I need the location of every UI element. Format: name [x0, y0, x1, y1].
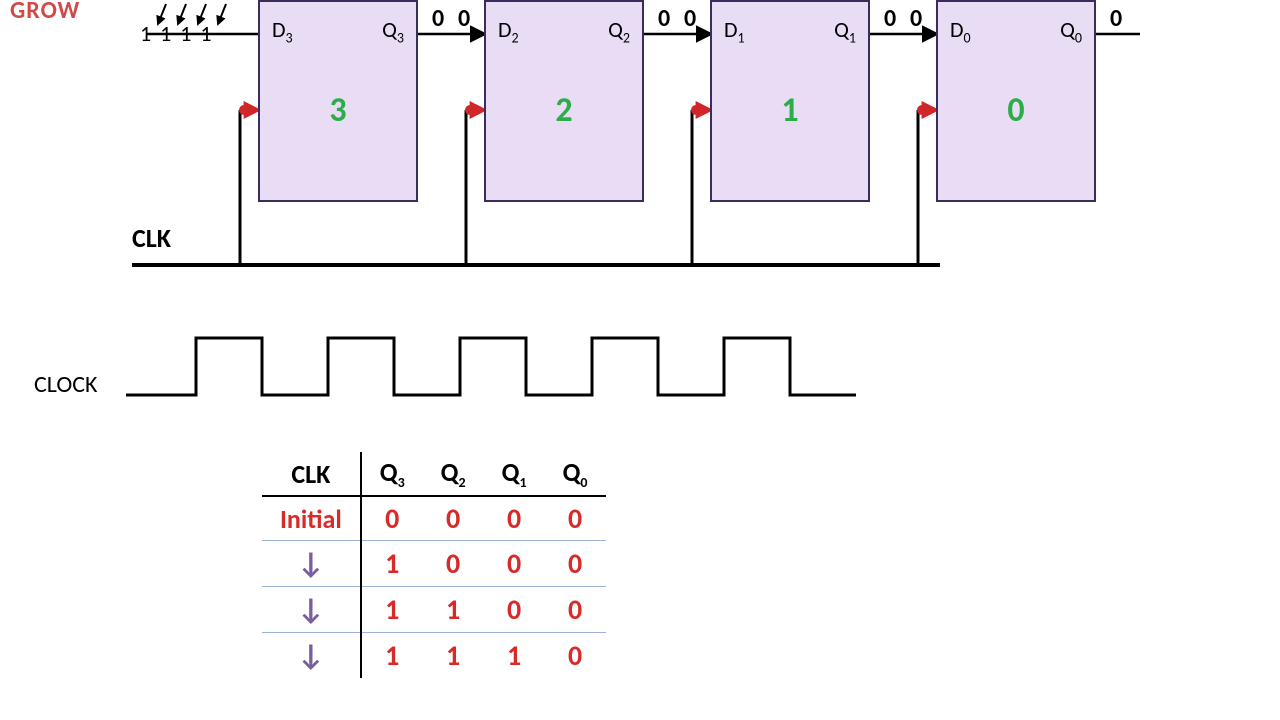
d-label: D3 — [272, 16, 293, 46]
flipflop-0: D0 Q0 0 — [936, 0, 1096, 202]
d-label: D2 — [498, 16, 519, 46]
row-label-initial: Initial — [262, 496, 361, 541]
ff-number: 0 — [938, 90, 1094, 131]
table-cell: 0 — [484, 587, 545, 633]
ff-number: 3 — [260, 90, 416, 131]
input-bits: 1 1 1 1 — [140, 20, 214, 47]
d-label: D0 — [950, 16, 971, 46]
row-label-clock-edge: ↓ — [262, 541, 361, 587]
table-header: CLK — [262, 452, 361, 496]
row-label-clock-edge: ↓ — [262, 633, 361, 679]
q-label: Q0 — [1060, 16, 1082, 46]
wire-value: 0 — [884, 4, 896, 33]
wire-value: 0 — [684, 4, 696, 33]
table-cell: 1 — [423, 633, 484, 679]
ff-number: 2 — [486, 90, 642, 131]
state-table: CLKQ3Q2Q1Q0Initial0000↓1000↓1100↓1110 — [262, 452, 606, 678]
table-cell: 0 — [545, 587, 606, 633]
table-cell: 0 — [423, 541, 484, 587]
table-cell: 0 — [484, 496, 545, 541]
wire-value: 0 — [658, 4, 670, 33]
table-cell: 0 — [361, 496, 423, 541]
table-cell: 1 — [484, 633, 545, 679]
flipflop-3: D3 Q3 3 — [258, 0, 418, 202]
q-label: Q2 — [608, 16, 630, 46]
table-cell: 0 — [545, 541, 606, 587]
flipflop-1: D1 Q1 1 — [710, 0, 870, 202]
table-cell: 0 — [484, 541, 545, 587]
clock-label: CLOCK — [34, 370, 98, 399]
table-cell: 0 — [545, 496, 606, 541]
wire-value: 0 — [458, 4, 470, 33]
table-cell: 0 — [423, 496, 484, 541]
wire-value: 0 — [1110, 4, 1122, 33]
d-label: D1 — [724, 16, 745, 46]
table-cell: 1 — [361, 633, 423, 679]
table-cell: 1 — [361, 541, 423, 587]
table-cell: 1 — [423, 587, 484, 633]
q-label: Q3 — [382, 16, 404, 46]
table-cell: 0 — [545, 633, 606, 679]
table-header: Q1 — [484, 452, 545, 496]
wire-value: 0 — [432, 4, 444, 33]
table-header: Q3 — [361, 452, 423, 496]
q-label: Q1 — [834, 16, 856, 46]
wire-value: 0 — [910, 4, 922, 33]
ff-number: 1 — [712, 90, 868, 131]
table-cell: 1 — [361, 587, 423, 633]
flipflop-2: D2 Q2 2 — [484, 0, 644, 202]
clk-label: CLK — [132, 222, 171, 254]
table-header: Q2 — [423, 452, 484, 496]
row-label-clock-edge: ↓ — [262, 587, 361, 633]
table-header: Q0 — [545, 452, 606, 496]
